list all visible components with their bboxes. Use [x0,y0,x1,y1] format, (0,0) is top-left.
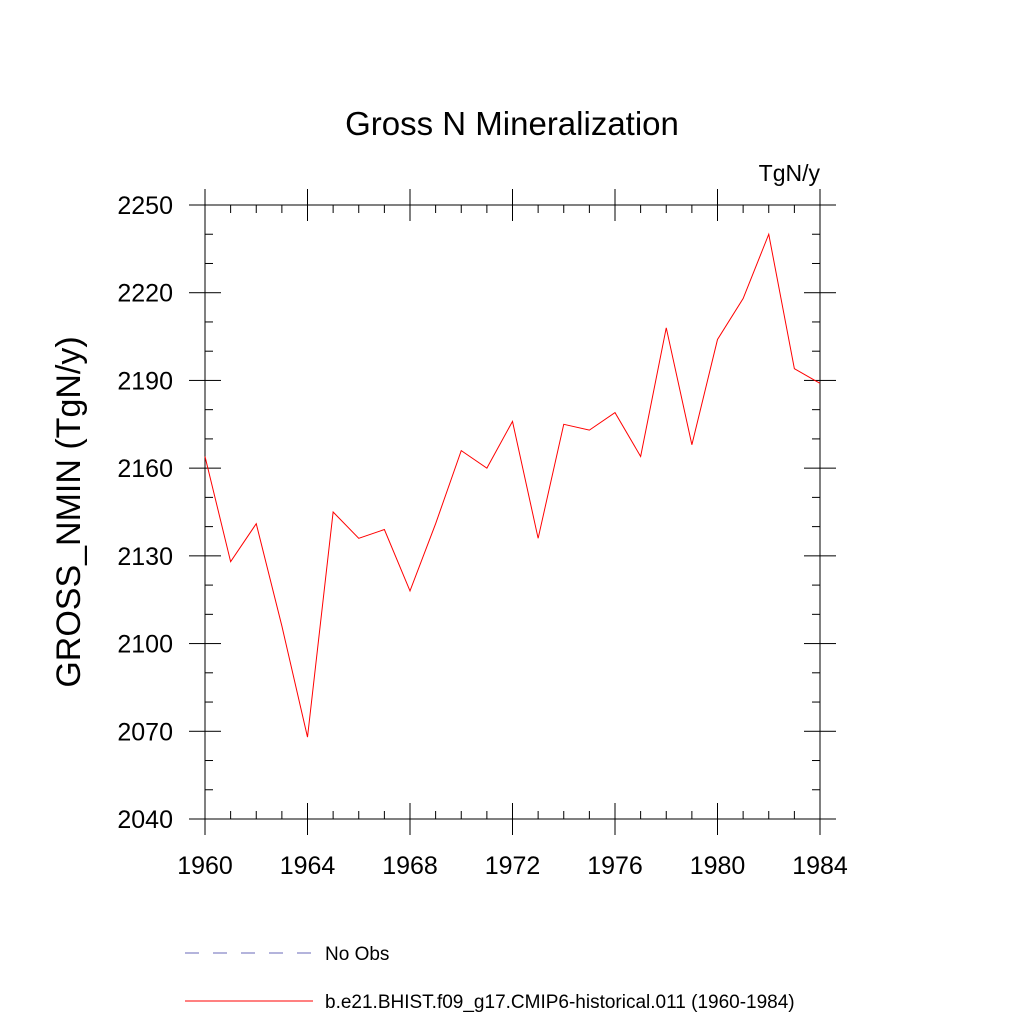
x-tick-label: 1976 [587,852,643,880]
y-tick-label: 2130 [117,543,173,571]
x-tick-label: 1984 [792,852,848,880]
units-label: TgN/y [759,160,821,186]
x-tick-label: 1968 [382,852,438,880]
minor-ticks [205,205,820,819]
legend-label: No Obs [325,944,389,965]
chart-title: Gross N Mineralization [345,105,679,142]
y-tick-labels: 2040 2070 2100 2130 2160 2190 2220 2250 [117,192,173,834]
y-tick-label: 2250 [117,192,173,220]
y-tick-label: 2100 [117,631,173,659]
y-tick-label: 2040 [117,806,173,834]
y-axis-label: GROSS_NMIN (TgN/y) [50,336,88,687]
x-tick-labels: 1960 1964 1968 1972 1976 1980 1984 [177,852,848,880]
major-ticks [189,189,836,835]
y-tick-label: 2160 [117,455,173,483]
x-tick-label: 1972 [485,852,541,880]
legend: No Obs b.e21.BHIST.f09_g17.CMIP6-historic… [185,944,795,1013]
y-tick-label: 2220 [117,280,173,308]
y-tick-label: 2070 [117,718,173,746]
legend-label: b.e21.BHIST.f09_g17.CMIP6-historical.011… [325,992,795,1013]
x-tick-label: 1964 [280,852,336,880]
y-tick-label: 2190 [117,367,173,395]
series-line [204,232,821,738]
plot-frame [204,204,821,820]
plot-border [204,204,821,820]
x-tick-label: 1960 [177,852,233,880]
series-lines [204,232,821,738]
x-tick-label: 1980 [690,852,746,880]
